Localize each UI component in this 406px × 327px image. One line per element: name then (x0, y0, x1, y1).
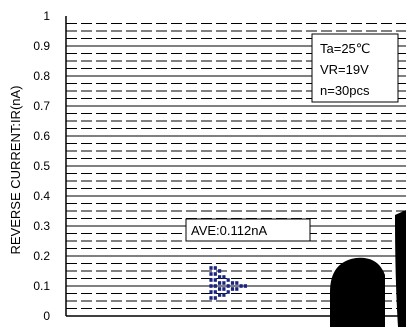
data-point (218, 269, 222, 273)
data-point (213, 272, 217, 276)
y-tick-label: 0.2 (33, 249, 50, 263)
data-point (235, 281, 239, 285)
data-point (218, 281, 222, 285)
data-point (209, 290, 213, 294)
data-point (226, 290, 230, 294)
data-point (226, 284, 230, 288)
data-point (239, 284, 243, 288)
grid-lines (66, 23, 406, 309)
data-point (218, 275, 222, 279)
y-tick-labels: 0 0.1 0.2 0.3 0.4 0.5 0.6 0.7 0.8 0.9 1 (33, 9, 50, 323)
y-tick-label: 0.1 (33, 279, 50, 293)
y-tick-label: 0 (43, 309, 50, 323)
average-label: AVE:0.112nA (191, 223, 267, 238)
data-point (213, 296, 217, 300)
y-axis-label: REVERSE CURRENT:IR(nA) (8, 85, 23, 254)
data-point (209, 284, 213, 288)
data-point (243, 284, 247, 288)
average-box: AVE:0.112nA (185, 218, 311, 242)
data-point (230, 287, 235, 291)
data-point (226, 278, 230, 282)
conditions-box: Ta=25℃ VR=19V n=30pcs (311, 33, 399, 103)
data-points (209, 266, 247, 300)
data-point (222, 293, 226, 297)
data-point (222, 281, 226, 285)
y-tick-label: 1 (43, 9, 50, 23)
data-point (209, 266, 213, 270)
data-point (209, 278, 213, 282)
y-tick-label: 0.5 (33, 159, 50, 173)
data-point (209, 272, 213, 276)
y-tick-label: 0.6 (33, 129, 50, 143)
condition-vr: VR=19V (320, 62, 369, 77)
data-point (213, 284, 217, 288)
y-tick-label: 0.4 (33, 189, 50, 203)
data-point (213, 290, 217, 294)
data-point (222, 287, 226, 291)
condition-n: n=30pcs (320, 83, 370, 98)
data-point (222, 275, 226, 279)
watermark-shape (330, 210, 406, 327)
condition-ta: Ta=25℃ (320, 41, 370, 56)
data-point (235, 287, 239, 291)
y-tick-label: 0.7 (33, 99, 50, 113)
data-point (209, 296, 213, 300)
data-point (213, 266, 217, 270)
data-point (218, 293, 222, 297)
y-tick-label: 0.8 (33, 69, 50, 83)
data-point (230, 281, 235, 285)
data-point (218, 287, 222, 291)
y-tick-label: 0.9 (33, 39, 50, 53)
y-tick-label: 0.3 (33, 219, 50, 233)
data-point (213, 278, 217, 282)
